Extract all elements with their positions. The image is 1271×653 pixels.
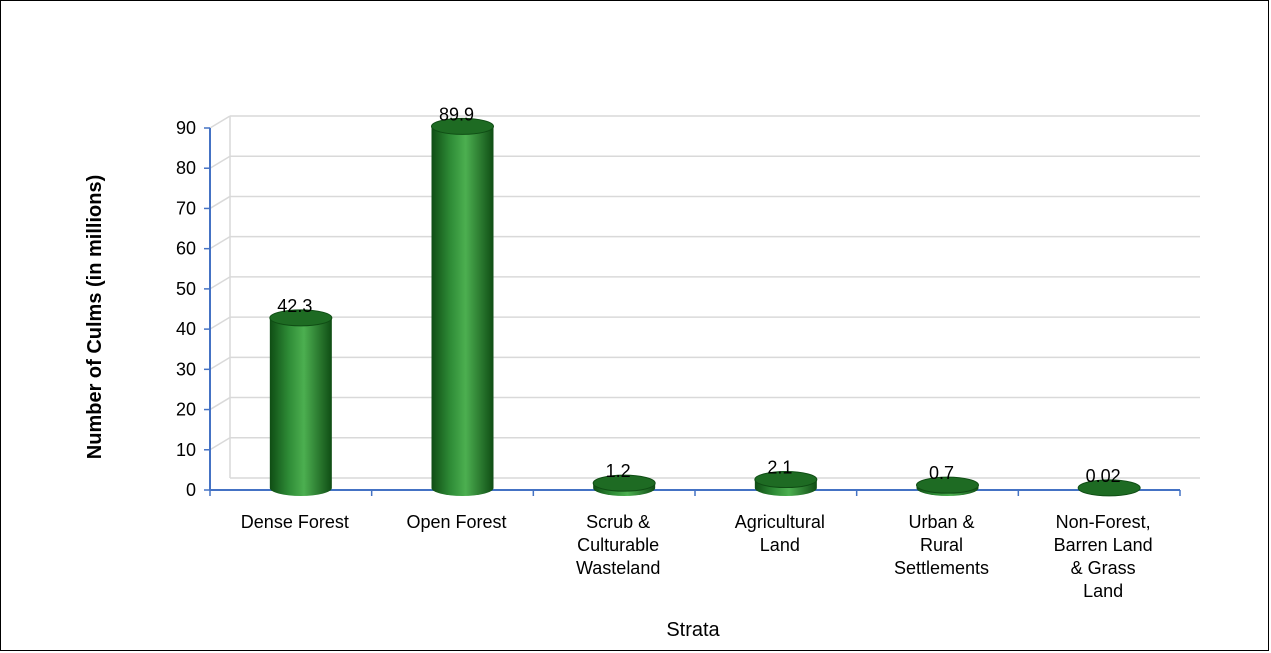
- gridline-diag: [209, 195, 231, 210]
- category-label: Dense Forest: [241, 512, 349, 532]
- gridline-diag: [209, 276, 231, 290]
- category-label-line: Dense Forest: [241, 512, 349, 532]
- category-label: Agricultural Land: [735, 512, 825, 555]
- category-label-line: Rural: [920, 535, 963, 555]
- labels: 0 10 20 30 40 50 60 70 80 90 42.3 Dense Forest 89.9 O…: [176, 104, 1153, 601]
- data-label: 0.7: [929, 463, 954, 483]
- y-tick-label: 10: [176, 440, 196, 460]
- category-label: Open Forest: [406, 512, 506, 532]
- gridline-diag: [209, 437, 231, 451]
- category-label-line: Culturable: [577, 535, 659, 555]
- data-label: 42.3: [277, 296, 312, 316]
- gridline-diag: [209, 316, 231, 330]
- bar-top: [1077, 479, 1141, 497]
- bar: [431, 117, 494, 496]
- category-label-line: Urban &: [908, 512, 974, 532]
- bar-top: [754, 471, 818, 489]
- bar-body: [431, 126, 494, 496]
- bar: [754, 471, 818, 496]
- category-label-line: Agricultural: [735, 512, 825, 532]
- bar: [1077, 479, 1141, 497]
- data-label: 89.9: [439, 104, 474, 124]
- bar: [592, 474, 656, 496]
- bar-top: [269, 309, 333, 327]
- category-label-line: Scrub &: [586, 512, 650, 532]
- y-tick-label: 90: [176, 118, 196, 138]
- y-tick-label: 50: [176, 279, 196, 299]
- bar-top: [592, 474, 656, 492]
- category-label-line: Land: [1083, 581, 1123, 601]
- category-label-line: Barren Land: [1054, 535, 1153, 555]
- data-label: 2.1: [767, 458, 792, 478]
- y-tick-label: 80: [176, 158, 196, 178]
- bar: [916, 476, 979, 496]
- category-label-line: Non-Forest,: [1056, 512, 1151, 532]
- y-tick-label: 40: [176, 319, 196, 339]
- y-tick-label: 0: [186, 480, 196, 500]
- category-label-line: & Grass: [1071, 558, 1136, 578]
- category-label-line: Wasteland: [576, 558, 660, 578]
- gridlines: [209, 115, 1200, 479]
- y-tick-label: 60: [176, 239, 196, 259]
- x-axis-title: Strata: [666, 619, 720, 641]
- bar-top: [431, 117, 494, 135]
- axes: [204, 127, 1181, 496]
- gridline-diag: [209, 396, 231, 411]
- data-label: 1.2: [606, 461, 631, 481]
- bar-top: [916, 476, 979, 494]
- y-tick-label: 20: [176, 400, 196, 420]
- category-label: Scrub & Culturable Wasteland: [576, 512, 660, 578]
- bars: [269, 117, 1141, 497]
- data-label: 0.02: [1086, 466, 1121, 486]
- gridline-diag: [209, 115, 231, 129]
- bar-body: [269, 317, 332, 496]
- category-label-line: Land: [760, 535, 800, 555]
- gridline-diag: [209, 155, 231, 169]
- category-label: Non-Forest, Barren Land & Grass Land: [1054, 512, 1153, 601]
- gridline-diag: [209, 236, 231, 250]
- category-label: Urban & Rural Settlements: [894, 512, 989, 578]
- gridline-diag: [209, 356, 231, 370]
- y-axis-title: Number of Culms (in millions): [84, 175, 106, 459]
- category-label-line: Open Forest: [406, 512, 506, 532]
- bar: [269, 309, 333, 496]
- category-label-line: Settlements: [894, 558, 989, 578]
- y-tick-label: 70: [176, 198, 196, 218]
- y-tick-label: 30: [176, 359, 196, 379]
